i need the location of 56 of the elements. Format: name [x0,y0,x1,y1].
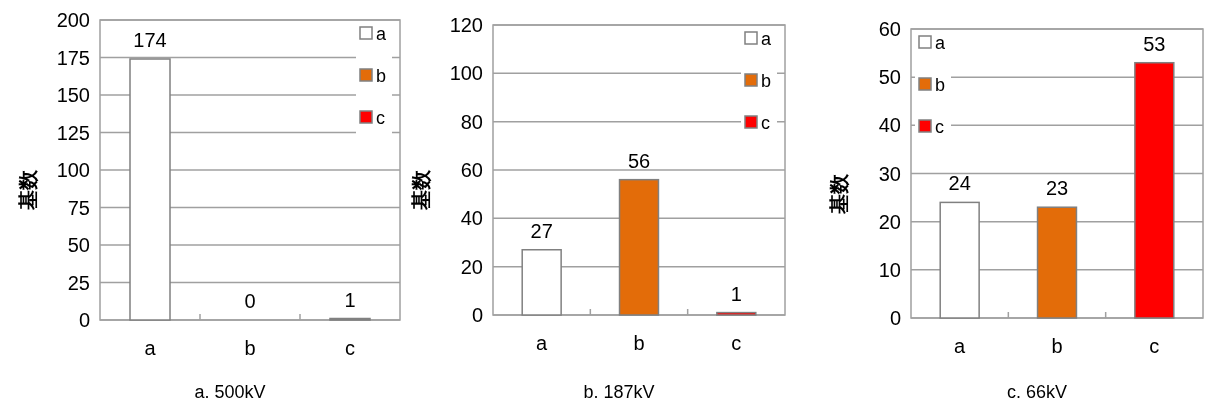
y-tick-label: 50 [67,234,90,256]
data-label: 174 [133,29,167,51]
y-tick-label: 20 [878,210,901,233]
legend-label: b [761,71,772,91]
y-tick-label: 175 [56,46,90,69]
y-tick-label: 75 [67,196,90,219]
y-tick-label: 20 [460,255,483,278]
y-tick-label: 100 [56,159,90,181]
x-tick-label: b [1051,335,1063,357]
data-label: 27 [530,219,553,242]
data-label: 56 [627,149,651,172]
x-tick-label: c [1149,335,1160,357]
legend-label: a [935,33,946,53]
y-tick-label: 120 [449,14,483,36]
y-axis-title: 基数 [17,169,39,211]
y-tick-label: 0 [889,307,901,329]
y-tick-label: 60 [878,18,901,40]
x-tick-label: b [633,332,645,354]
y-tick-label: 100 [449,62,483,85]
x-tick-label: a [536,332,549,354]
data-label: 0 [244,290,256,312]
x-tick-label: c [731,332,742,354]
x-axis-title: c. 66kV [1006,382,1068,402]
y-tick-label: 30 [878,162,901,185]
y-axis-title: 基数 [828,172,850,215]
x-axis-title: a. 500kV [194,382,266,402]
y-tick-label: 40 [460,207,483,230]
legend-label: b [935,75,946,95]
x-tick-label: a [954,335,967,357]
y-tick-label: 80 [460,110,483,133]
x-tick-label: c [345,337,355,359]
y-tick-label: 50 [878,66,901,89]
y-tick-label: 0 [471,304,483,326]
legend-label: c [935,117,944,137]
data-label: 1 [730,282,742,305]
y-tick-label: 0 [78,309,90,331]
y-tick-label: 125 [56,121,90,144]
y-tick-label: 150 [56,84,90,106]
legend-label: a [376,24,387,44]
y-tick-label: 25 [67,271,90,294]
y-axis-title: 基数 [410,169,432,211]
legend-label: b [376,66,387,86]
data-label: 53 [1143,32,1166,55]
legend-label: c [376,108,385,128]
x-axis-title: b. 187kV [583,382,655,402]
x-tick-label: b [244,337,256,359]
y-tick-label: 40 [878,114,901,137]
legend-label: c [761,113,770,133]
x-tick-label: a [144,337,157,359]
data-label: 23 [1045,177,1069,200]
data-label: 24 [948,172,971,195]
data-label: 1 [344,288,356,311]
y-tick-label: 10 [878,258,901,281]
y-tick-label: 200 [56,9,90,31]
y-tick-label: 60 [460,159,483,181]
legend-label: a [761,29,772,49]
